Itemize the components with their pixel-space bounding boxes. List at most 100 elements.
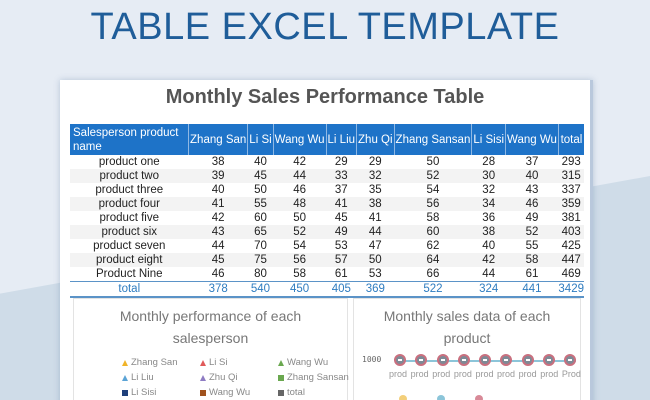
product-name-cell[interactable]: product eight: [70, 253, 189, 267]
column-header[interactable]: total: [557, 124, 584, 155]
value-cell[interactable]: 30: [471, 169, 506, 183]
product-name-cell[interactable]: product four: [70, 197, 189, 211]
total-cell[interactable]: 405: [326, 281, 357, 298]
total-cell[interactable]: 522: [394, 281, 472, 298]
value-cell[interactable]: 43: [525, 184, 539, 196]
value-cell[interactable]: 60: [254, 212, 267, 224]
value-cell[interactable]: 28: [482, 156, 496, 168]
value-cell[interactable]: 50: [293, 212, 306, 224]
legend-item[interactable]: Li Si: [200, 357, 278, 368]
value-cell[interactable]: 49: [326, 225, 357, 239]
value-cell[interactable]: 52: [394, 169, 472, 183]
value-cell[interactable]: 52: [273, 225, 327, 239]
value-cell[interactable]: 49: [525, 212, 539, 224]
value-cell[interactable]: 48: [273, 197, 327, 211]
value-cell[interactable]: 57: [326, 253, 357, 267]
legend-item[interactable]: Wang Wu: [278, 357, 368, 368]
value-cell[interactable]: 44: [356, 225, 395, 239]
value-cell[interactable]: 46: [293, 184, 306, 196]
total-cell[interactable]: 324: [471, 281, 506, 298]
value-cell[interactable]: 65: [247, 225, 274, 239]
column-header[interactable]: Salesperson product name: [70, 124, 189, 155]
value-cell[interactable]: 40: [482, 240, 496, 252]
value-cell[interactable]: 42: [293, 156, 306, 168]
salesperson-chart[interactable]: Monthly performance of each salesperson …: [73, 298, 349, 400]
value-cell[interactable]: 61: [334, 268, 348, 280]
legend-item[interactable]: Zhang Sansan: [278, 372, 368, 383]
value-cell[interactable]: 425: [561, 240, 581, 252]
value-cell[interactable]: 56: [273, 253, 327, 267]
value-cell[interactable]: 60: [394, 225, 472, 239]
value-cell[interactable]: 37: [334, 184, 348, 196]
value-cell[interactable]: 58: [426, 212, 440, 224]
product-name-cell[interactable]: product one: [98, 156, 160, 168]
legend-item[interactable]: Li Liu: [122, 372, 200, 383]
value-cell[interactable]: 29: [368, 156, 382, 168]
value-cell[interactable]: 38: [471, 225, 506, 239]
value-cell[interactable]: 359: [558, 197, 584, 211]
column-header[interactable]: Li Sisi: [471, 124, 506, 155]
value-cell[interactable]: 41: [368, 212, 382, 224]
value-cell[interactable]: 403: [558, 225, 584, 239]
legend-item[interactable]: Zhu Qi: [200, 372, 278, 383]
value-cell[interactable]: 46: [211, 268, 225, 280]
value-cell[interactable]: 54: [293, 240, 306, 252]
column-header[interactable]: Zhang San: [188, 124, 248, 155]
data-point-marker[interactable]: [521, 354, 534, 366]
data-point-marker[interactable]: [500, 354, 513, 366]
product-name-cell[interactable]: product six: [70, 225, 189, 239]
value-cell[interactable]: 34: [471, 197, 506, 211]
column-header[interactable]: Zhu Qi: [356, 124, 395, 155]
legend-item[interactable]: Li Sisi: [122, 387, 200, 398]
value-cell[interactable]: 75: [247, 253, 274, 267]
legend-item[interactable]: Wang Wu: [200, 387, 278, 398]
legend-item[interactable]: total: [278, 387, 368, 398]
legend-item[interactable]: Zhang San: [122, 357, 200, 368]
data-point-marker[interactable]: [415, 354, 428, 366]
value-cell[interactable]: 55: [525, 240, 539, 252]
total-cell[interactable]: 378: [188, 281, 248, 298]
value-cell[interactable]: 40: [211, 184, 225, 196]
value-cell[interactable]: 38: [211, 156, 225, 168]
value-cell[interactable]: 36: [482, 212, 496, 224]
product-name-cell[interactable]: Product Nine: [96, 268, 163, 280]
value-cell[interactable]: 32: [356, 169, 395, 183]
value-cell[interactable]: 293: [561, 156, 581, 168]
value-cell[interactable]: 35: [368, 184, 382, 196]
data-point-marker[interactable]: [564, 354, 576, 366]
data-point-marker[interactable]: [436, 354, 449, 366]
value-cell[interactable]: 52: [505, 225, 559, 239]
value-cell[interactable]: 53: [368, 268, 382, 280]
value-cell[interactable]: 42: [211, 212, 225, 224]
total-cell[interactable]: 441: [505, 281, 559, 298]
total-cell[interactable]: 369: [356, 281, 395, 298]
value-cell[interactable]: 62: [426, 240, 440, 252]
value-cell[interactable]: 43: [188, 225, 248, 239]
value-cell[interactable]: 33: [326, 169, 357, 183]
value-cell[interactable]: 469: [561, 268, 581, 280]
value-cell[interactable]: 80: [254, 268, 267, 280]
product-name-cell[interactable]: product three: [95, 184, 164, 196]
value-cell[interactable]: 39: [188, 169, 248, 183]
column-header[interactable]: Wang Wu: [505, 124, 559, 155]
value-cell[interactable]: 42: [471, 253, 506, 267]
data-point-marker[interactable]: [479, 354, 491, 366]
value-cell[interactable]: 70: [254, 240, 267, 252]
value-cell[interactable]: 58: [505, 253, 559, 267]
value-cell[interactable]: 46: [505, 197, 559, 211]
value-cell[interactable]: 56: [394, 197, 472, 211]
data-point-marker[interactable]: [542, 354, 555, 366]
value-cell[interactable]: 66: [426, 268, 440, 280]
value-cell[interactable]: 45: [188, 253, 248, 267]
total-label[interactable]: total: [70, 281, 189, 298]
value-cell[interactable]: 32: [482, 184, 496, 196]
value-cell[interactable]: 44: [482, 268, 496, 280]
value-cell[interactable]: 53: [334, 240, 348, 252]
data-point-marker[interactable]: [394, 354, 406, 366]
product-name-cell[interactable]: product seven: [93, 240, 166, 252]
value-cell[interactable]: 381: [561, 212, 581, 224]
value-cell[interactable]: 315: [558, 169, 584, 183]
value-cell[interactable]: 40: [254, 156, 267, 168]
value-cell[interactable]: 64: [394, 253, 472, 267]
column-header[interactable]: Li Liu: [325, 124, 357, 155]
